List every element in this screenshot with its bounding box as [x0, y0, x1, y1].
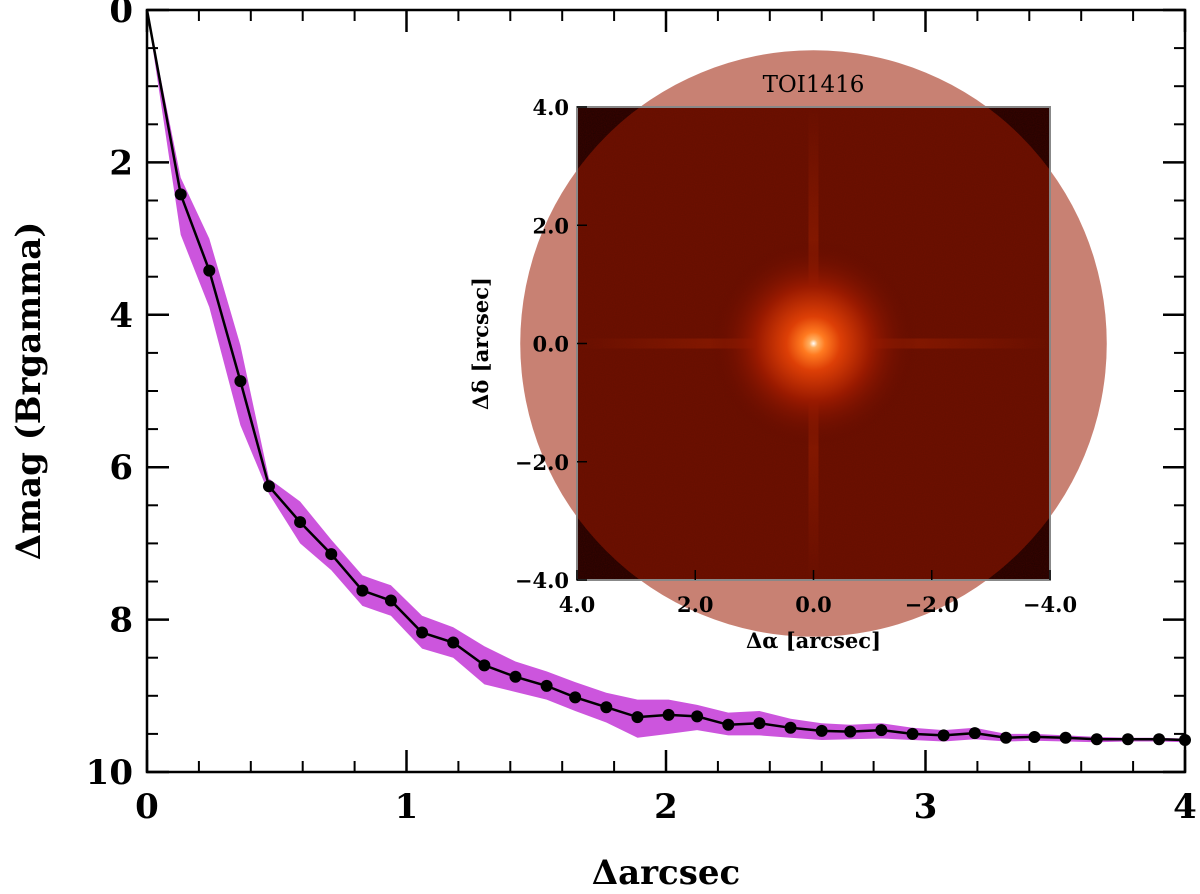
y-tick-label: 4	[109, 296, 133, 336]
data-point	[968, 727, 981, 740]
data-point	[722, 718, 735, 731]
inset-y-tick-label: 2.0	[532, 213, 569, 238]
data-point	[262, 480, 275, 493]
data-point	[691, 710, 704, 723]
y-tick-label: 8	[109, 601, 133, 641]
x-axis-label: Δarcsec	[592, 853, 741, 893]
data-point	[875, 724, 888, 737]
y-tick-label: 0	[109, 0, 133, 31]
data-point	[234, 375, 247, 388]
data-point	[174, 188, 187, 201]
data-point	[1090, 733, 1103, 746]
inset-y-tick-label: −4.0	[515, 568, 569, 593]
inset-y-tick-label: 4.0	[532, 95, 569, 120]
y-axis-label: Δmag (Brgamma)	[9, 222, 49, 561]
data-point	[478, 659, 491, 672]
data-point	[662, 708, 675, 721]
x-tick-label: 3	[914, 787, 938, 827]
data-point	[784, 721, 797, 734]
main-axis-ticks: 0 1 2 3 4 0 2 4 6 8 10	[86, 0, 1197, 827]
data-point	[906, 727, 919, 740]
data-point	[844, 725, 857, 738]
inset-x-tick-label: 0.0	[795, 592, 832, 617]
star-psf	[709, 239, 918, 448]
inset-axis-ticks: 4.0 4.0 2.0 2.0 0.0 0.0 −2.0 −2.0 −4.0 −4.0	[515, 95, 1077, 617]
inset-x-tick-label: −4.0	[1023, 592, 1077, 617]
data-point	[600, 701, 613, 714]
inset-y-tick-label: 0.0	[532, 332, 569, 357]
x-tick-label: 4	[1173, 787, 1197, 827]
y-tick-label: 2	[109, 143, 133, 183]
x-tick-label: 1	[395, 787, 419, 827]
x-tick-label: 2	[654, 787, 678, 827]
contrast-curve-points	[174, 188, 1191, 746]
data-point	[447, 636, 460, 649]
data-point	[569, 691, 582, 704]
inset-x-tick-label: −2.0	[905, 592, 959, 617]
data-point	[325, 548, 338, 561]
data-point	[1121, 733, 1134, 746]
data-point	[999, 731, 1012, 744]
data-point	[203, 264, 216, 277]
data-point	[1028, 730, 1041, 743]
data-point	[540, 679, 553, 692]
data-point	[294, 516, 307, 529]
x-tick-label: 0	[135, 787, 159, 827]
inset-x-tick-label: 4.0	[559, 592, 596, 617]
inset-y-axis-label: Δδ [arcsec]	[468, 277, 493, 410]
data-point	[509, 670, 522, 683]
data-point	[1059, 731, 1072, 744]
data-point	[1153, 733, 1166, 746]
data-point	[753, 717, 766, 730]
inset-x-axis-label: Δα [arcsec]	[746, 628, 881, 653]
data-point	[815, 724, 828, 737]
inset-y-tick-label: −2.0	[515, 450, 569, 475]
inset-image-panel: 4.0 4.0 2.0 2.0 0.0 0.0 −2.0 −2.0 −4.0 −4.0	[515, 50, 1107, 637]
data-point	[356, 584, 369, 597]
data-point	[937, 729, 950, 742]
data-point	[631, 711, 644, 724]
y-tick-label: 6	[109, 448, 133, 488]
inset-title: TOI1416	[763, 72, 865, 98]
data-point	[384, 594, 397, 607]
data-point	[416, 626, 429, 639]
inset-x-tick-label: 2.0	[677, 592, 714, 617]
y-tick-label: 10	[86, 753, 133, 793]
